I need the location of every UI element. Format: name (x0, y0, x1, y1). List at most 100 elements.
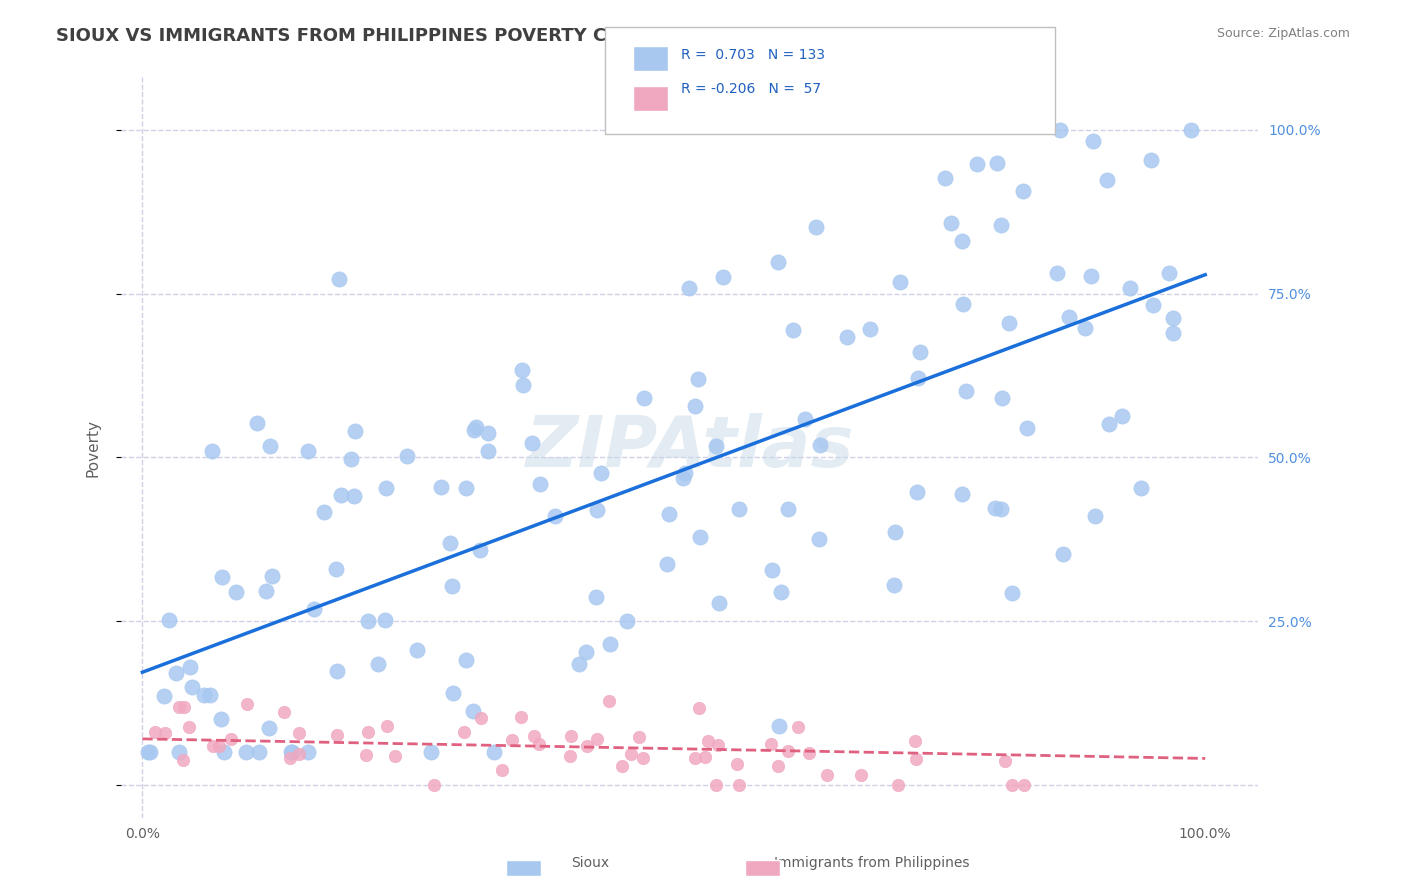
Point (247, 745, 270, 759)
Point (225, 585, 247, 599)
Point (709, 596, 731, 610)
Point (193, 688, 215, 702)
Point (155, 725, 177, 739)
Point (727, 756, 749, 771)
Point (329, 488, 352, 502)
Point (139, 745, 162, 759)
Point (1119, 281, 1142, 295)
Point (672, 471, 695, 485)
Point (281, 745, 304, 759)
Text: Source: ZipAtlas.com: Source: ZipAtlas.com (1216, 27, 1350, 40)
Point (727, 778, 749, 792)
Point (477, 425, 499, 440)
Point (288, 726, 311, 740)
Point (658, 507, 681, 521)
Point (343, 424, 366, 438)
Point (235, 745, 257, 759)
Point (678, 281, 700, 295)
Point (1095, 172, 1118, 186)
Point (179, 660, 201, 674)
Point (312, 505, 335, 519)
Point (761, 563, 783, 577)
Point (1084, 509, 1107, 524)
Point (297, 444, 319, 458)
Point (236, 698, 259, 712)
Point (375, 719, 398, 733)
Point (889, 276, 911, 290)
Point (990, 391, 1012, 405)
Point (907, 370, 929, 384)
Y-axis label: Poverty: Poverty (86, 418, 100, 476)
Point (374, 613, 396, 627)
Point (673, 466, 696, 480)
Point (575, 645, 598, 659)
Point (585, 591, 607, 605)
Point (633, 392, 655, 406)
Point (883, 578, 905, 592)
Point (491, 763, 513, 777)
Point (198, 688, 221, 702)
Point (886, 778, 908, 792)
Point (374, 481, 396, 495)
Point (1140, 153, 1163, 168)
Point (986, 156, 1008, 170)
Point (288, 747, 311, 761)
Point (1080, 268, 1102, 283)
Point (1049, 123, 1071, 137)
Point (686, 372, 709, 386)
Point (165, 665, 187, 680)
Point (1017, 421, 1039, 435)
Point (219, 732, 242, 747)
Point (297, 745, 319, 759)
Point (1001, 585, 1024, 599)
Point (766, 255, 789, 269)
Point (1129, 481, 1152, 495)
Point (273, 705, 295, 719)
Point (470, 542, 492, 557)
Point (952, 297, 974, 311)
Point (167, 745, 190, 759)
Point (759, 737, 782, 751)
Point (211, 570, 233, 584)
Point (984, 500, 1007, 515)
Point (463, 423, 485, 437)
Point (586, 731, 609, 746)
Point (950, 235, 973, 249)
Point (1052, 547, 1074, 561)
Point (998, 317, 1021, 331)
Point (797, 746, 820, 760)
Point (339, 452, 361, 467)
Point (612, 759, 634, 773)
Point (599, 638, 621, 652)
Point (1012, 778, 1035, 792)
Point (884, 524, 907, 539)
Point (136, 745, 159, 759)
Text: Immigrants from Philippines: Immigrants from Philippines (773, 855, 970, 870)
Point (688, 700, 710, 714)
Point (1180, 123, 1202, 137)
Point (510, 363, 533, 377)
Point (835, 329, 858, 343)
Point (501, 733, 523, 747)
Point (357, 614, 380, 628)
Point (212, 745, 235, 759)
Point (631, 751, 654, 765)
Point (439, 536, 461, 550)
Point (627, 730, 650, 744)
Point (520, 435, 543, 450)
Point (567, 657, 589, 672)
Point (707, 739, 730, 753)
Point (357, 725, 380, 739)
Point (1057, 310, 1080, 324)
Point (406, 643, 429, 657)
Point (173, 700, 195, 714)
Point (990, 219, 1012, 233)
Point (180, 680, 202, 694)
Point (1046, 266, 1069, 280)
Point (302, 602, 325, 616)
Point (905, 752, 928, 766)
Point (1001, 778, 1024, 792)
Point (768, 719, 790, 733)
Point (209, 712, 232, 726)
Point (858, 322, 880, 336)
